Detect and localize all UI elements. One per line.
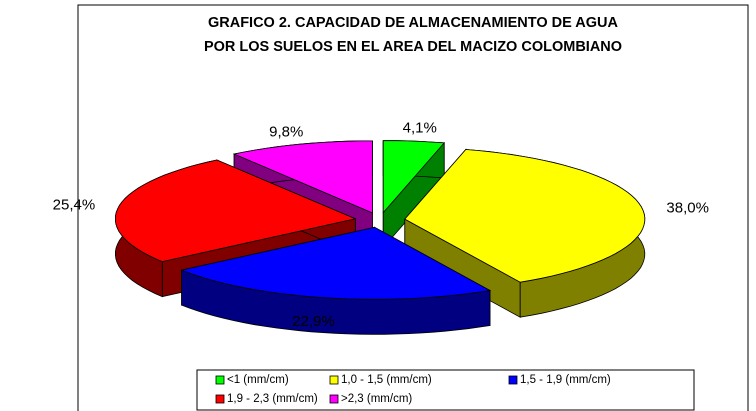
slice-top — [115, 159, 357, 263]
slice — [382, 140, 446, 249]
data-label: 22,9% — [292, 313, 335, 330]
chart-title: POR LOS SUELOS EN EL AREA DEL MACIZO COL… — [204, 39, 622, 55]
legend-swatch — [329, 375, 339, 385]
chart-frame — [77, 4, 749, 411]
data-label: 38,0% — [666, 200, 709, 217]
slice-top — [382, 140, 446, 214]
legend-label: >2,3 (mm/cm) — [341, 393, 412, 405]
legend-swatch — [215, 394, 225, 404]
data-label: 9,8% — [269, 123, 303, 140]
legend-swatch — [508, 375, 518, 385]
slice — [180, 226, 492, 335]
legend-box — [196, 369, 695, 411]
legend-label: <1 (mm/cm) — [227, 374, 289, 386]
slice-top — [404, 149, 646, 283]
slice — [404, 148, 646, 318]
legend-label: 1,0 - 1,5 (mm/cm) — [341, 374, 432, 386]
chart-title: GRAFICO 2. CAPACIDAD DE ALMACENAMIENTO D… — [208, 15, 619, 31]
legend-label: 1,9 - 2,3 (mm/cm) — [227, 393, 318, 405]
legend-swatch — [329, 394, 339, 404]
slice-top — [180, 226, 492, 300]
slice-top — [232, 140, 373, 214]
legend-label: 1,5 - 1,9 (mm/cm) — [520, 374, 611, 386]
data-label: 25,4% — [53, 196, 96, 213]
legend-swatch — [215, 375, 225, 385]
data-label: 4,1% — [403, 120, 437, 137]
